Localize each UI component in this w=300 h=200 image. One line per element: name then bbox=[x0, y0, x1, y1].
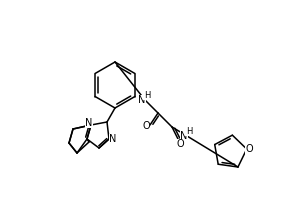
Text: H: H bbox=[186, 127, 192, 136]
Text: N: N bbox=[85, 118, 93, 128]
Text: H: H bbox=[144, 90, 150, 99]
Text: O: O bbox=[142, 121, 150, 131]
Text: O: O bbox=[246, 144, 253, 154]
Text: O: O bbox=[176, 139, 184, 149]
Text: N: N bbox=[180, 131, 188, 141]
Text: N: N bbox=[138, 95, 146, 105]
Text: N: N bbox=[109, 134, 117, 144]
